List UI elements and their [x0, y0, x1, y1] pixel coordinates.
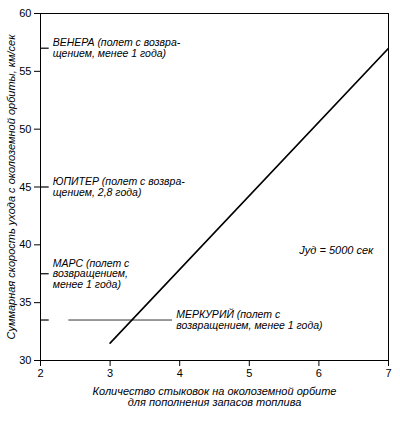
svg-text:60: 60: [19, 7, 31, 19]
svg-text:6: 6: [316, 367, 322, 379]
svg-text:50: 50: [19, 123, 31, 135]
svg-text:45: 45: [19, 181, 31, 193]
svg-text:5: 5: [246, 367, 252, 379]
svg-text:Суммарная скорость ухода с око: Суммарная скорость ухода с околоземной о…: [5, 34, 17, 340]
svg-text:4: 4: [177, 367, 183, 379]
svg-text:МАРС (полет свозвращением,мене: МАРС (полет свозвращением,менее 1 года): [53, 257, 130, 290]
svg-text:ВЕНЕРА (полет с возвра-щением,: ВЕНЕРА (полет с возвра-щением, менее 1 г…: [53, 36, 181, 59]
svg-text:ЮПИТЕР (полет с возвра-щением,: ЮПИТЕР (полет с возвра-щением, 2,8 года): [53, 175, 186, 198]
svg-text:7: 7: [385, 367, 391, 379]
svg-text:55: 55: [19, 65, 31, 77]
svg-text:Jуд = 5000 сек: Jуд = 5000 сек: [298, 244, 374, 256]
svg-text:Количество стыковок на околозе: Количество стыковок на околоземной орбит…: [93, 385, 337, 408]
svg-text:МЕРКУРИЙ (полет свозвращением,: МЕРКУРИЙ (полет свозвращением, менее 1 г…: [176, 308, 322, 331]
svg-text:30: 30: [19, 354, 31, 366]
svg-text:2: 2: [37, 367, 43, 379]
svg-text:35: 35: [19, 296, 31, 308]
svg-text:40: 40: [19, 238, 31, 250]
svg-text:3: 3: [107, 367, 113, 379]
